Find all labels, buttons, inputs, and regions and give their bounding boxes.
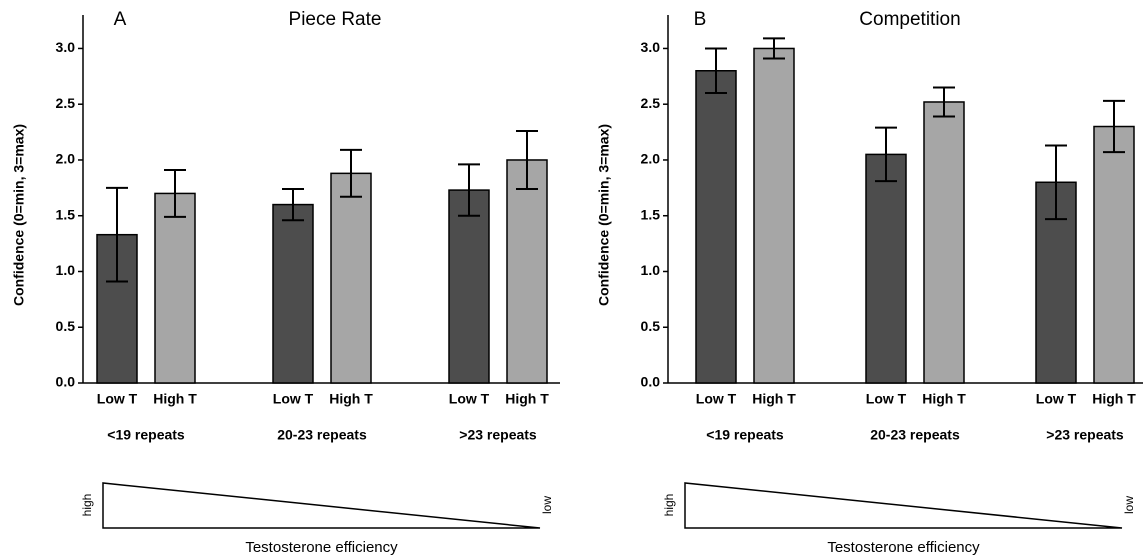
series-label: High T <box>329 391 373 407</box>
bar <box>330 172 372 384</box>
bar <box>695 70 737 384</box>
category-label: >23 repeats <box>1046 427 1124 443</box>
bar <box>506 159 548 384</box>
y-tick-label: 2.0 <box>641 151 661 167</box>
error-bar <box>164 169 186 218</box>
category-label: <19 repeats <box>107 427 185 443</box>
gradient-end: low <box>1122 496 1136 514</box>
error-bar <box>340 148 362 198</box>
error-bar <box>933 86 955 118</box>
y-tick-label: 3.0 <box>641 39 661 55</box>
error-bar <box>705 47 727 95</box>
y-axis-label: Confidence (0=min, 3=max) <box>11 124 27 306</box>
y-tick-label: 0.0 <box>56 374 76 390</box>
error-bar <box>1045 144 1067 221</box>
series-label: Low T <box>696 391 737 407</box>
error-bar <box>516 129 538 190</box>
y-tick-label: 2.5 <box>56 95 76 111</box>
bar <box>923 101 965 384</box>
bar <box>448 189 490 384</box>
error-bar <box>282 187 304 222</box>
chart-title: Piece Rate <box>289 9 382 30</box>
series-label: Low T <box>866 391 907 407</box>
category-label: 20-23 repeats <box>870 427 960 443</box>
gradient-label: Testosterone efficiency <box>827 539 980 556</box>
category-label: >23 repeats <box>459 427 537 443</box>
error-bar <box>1103 99 1125 154</box>
series-label: High T <box>922 391 966 407</box>
y-tick-label: 0.5 <box>641 318 661 334</box>
y-tick-label: 0.5 <box>56 318 76 334</box>
y-tick-label: 1.5 <box>56 206 76 222</box>
series-label: Low T <box>273 391 314 407</box>
error-bar <box>763 37 785 60</box>
category-label: <19 repeats <box>706 427 784 443</box>
bar <box>154 192 196 384</box>
bar <box>865 153 907 384</box>
gradient-start: high <box>662 494 676 517</box>
series-label: High T <box>505 391 549 407</box>
y-tick-label: 1.5 <box>641 206 661 222</box>
bar <box>1093 125 1135 384</box>
y-tick-label: 3.0 <box>56 39 76 55</box>
y-tick-label: 1.0 <box>56 262 76 278</box>
y-axis-label: Confidence (0=min, 3=max) <box>596 124 612 306</box>
panel-letter: A <box>114 9 127 30</box>
gradient-start: high <box>80 494 94 517</box>
error-bar <box>106 186 128 283</box>
y-tick-label: 1.0 <box>641 262 661 278</box>
gradient-label: Testosterone efficiency <box>245 539 398 556</box>
bar <box>272 203 314 384</box>
gradient-triangle <box>684 482 1123 529</box>
series-label: Low T <box>1036 391 1077 407</box>
y-tick-label: 2.5 <box>641 95 661 111</box>
series-label: High T <box>1092 391 1136 407</box>
y-tick-label: 0.0 <box>641 374 661 390</box>
error-bar <box>458 163 480 217</box>
panel-letter: B <box>694 9 707 30</box>
gradient-end: low <box>540 496 554 514</box>
bar <box>753 47 795 384</box>
series-label: Low T <box>449 391 490 407</box>
series-label: High T <box>153 391 197 407</box>
chart-title: Competition <box>859 9 960 30</box>
gradient-triangle <box>102 482 541 529</box>
series-label: High T <box>752 391 796 407</box>
category-label: 20-23 repeats <box>277 427 367 443</box>
y-tick-label: 2.0 <box>56 151 76 167</box>
series-label: Low T <box>97 391 138 407</box>
error-bar <box>875 126 897 183</box>
